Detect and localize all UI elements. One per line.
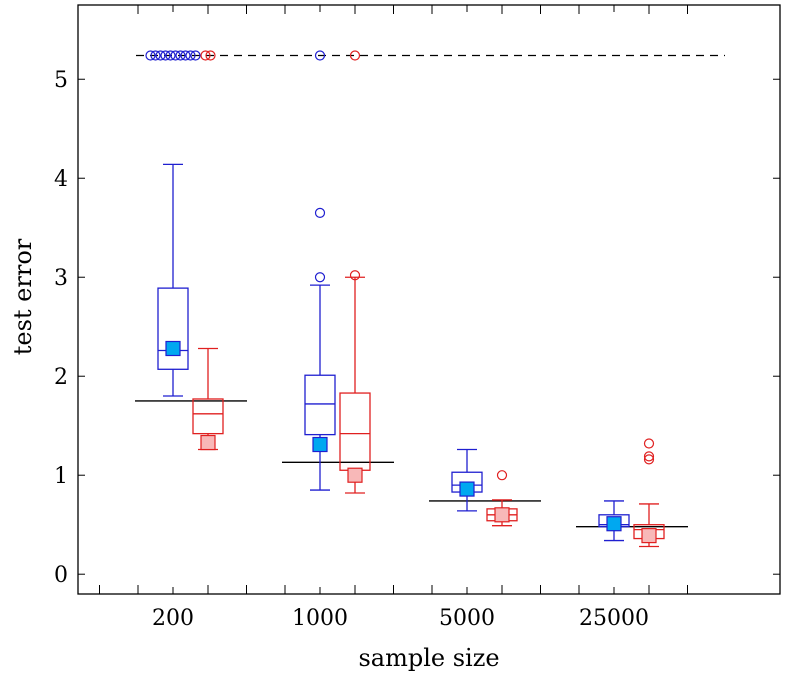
box <box>157 287 189 370</box>
outlier-point <box>165 50 176 61</box>
x-tick-label: 25000 <box>579 606 649 631</box>
box <box>192 398 224 435</box>
outlier-point <box>145 50 156 61</box>
mean-marker <box>312 436 328 453</box>
outlier-point <box>200 50 211 61</box>
outlier-point <box>150 50 161 61</box>
mean-marker <box>494 507 510 523</box>
x-tick-label: 200 <box>152 606 194 631</box>
outlier-point <box>205 50 216 61</box>
outlier-point <box>190 50 201 61</box>
mean-marker <box>165 340 181 357</box>
box <box>339 392 371 471</box>
x-axis-label: sample size <box>358 644 499 672</box>
outlier-point <box>170 50 181 61</box>
y-tick-label: 5 <box>54 68 68 93</box>
outlier-point <box>175 50 186 61</box>
mean-marker <box>200 434 216 451</box>
y-tick-label: 1 <box>54 464 68 489</box>
plot-frame <box>77 4 781 595</box>
mean-marker <box>641 527 657 544</box>
x-tick-label: 5000 <box>439 606 495 631</box>
outlier-point <box>643 454 655 465</box>
outlier-point <box>155 50 166 61</box>
box <box>304 374 336 436</box>
mean-marker <box>347 467 363 483</box>
y-tick-label: 3 <box>54 266 68 291</box>
outlier-point <box>496 470 508 481</box>
plot-area: 0 1 2 3 4 5 200 1000 5000 25000 <box>54 4 781 631</box>
outlier-point <box>160 50 171 61</box>
outlier-point <box>314 50 326 61</box>
y-tick-label: 2 <box>54 365 68 390</box>
outlier-point <box>185 50 196 61</box>
outlier-point <box>349 50 361 61</box>
mean-marker <box>606 516 622 532</box>
outlier-point <box>314 207 326 218</box>
outlier-point <box>314 272 326 283</box>
y-tick-label: 4 <box>54 167 68 192</box>
y-axis-label: test error <box>9 238 37 355</box>
outlier-point <box>180 50 191 61</box>
outlier-point <box>643 451 655 462</box>
y-tick-label: 0 <box>54 563 68 588</box>
outlier-point <box>349 270 361 281</box>
mean-marker <box>459 481 475 497</box>
outlier-point <box>643 438 655 449</box>
x-tick-label: 1000 <box>292 606 348 631</box>
